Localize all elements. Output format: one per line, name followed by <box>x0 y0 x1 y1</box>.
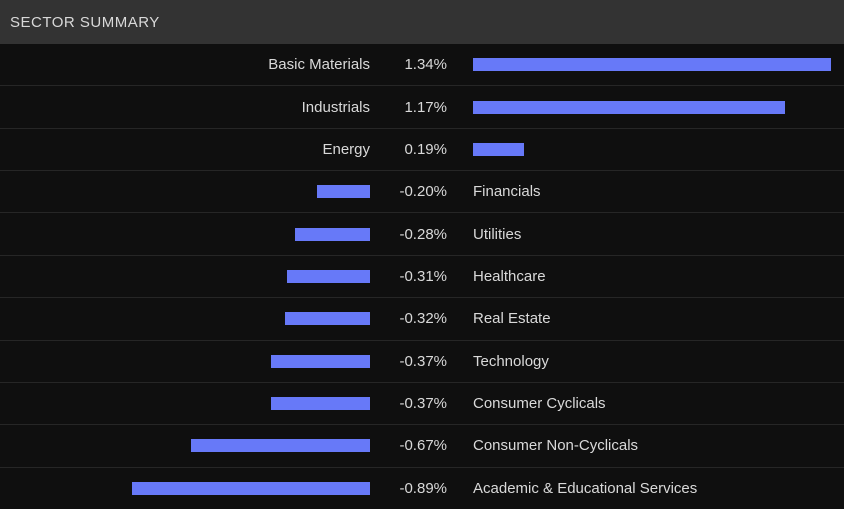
sector-change-value: -0.28% <box>399 225 447 243</box>
row-right-zone: Real Estate <box>473 310 844 327</box>
sector-label: Academic & Educational Services <box>473 479 698 497</box>
sector-label: Financials <box>473 183 541 201</box>
positive-change-bar <box>473 142 524 156</box>
sector-label: Basic Materials <box>268 56 370 74</box>
row-left-zone <box>0 269 370 283</box>
sector-change-value: 1.17% <box>404 98 447 116</box>
sector-row[interactable]: -0.20% Financials <box>0 170 844 213</box>
row-left-zone <box>0 481 370 495</box>
sector-row[interactable]: -0.32% Real Estate <box>0 297 844 340</box>
sector-label: Healthcare <box>473 267 546 285</box>
sector-row[interactable]: -0.67% Consumer Non-Cyclicals <box>0 424 844 467</box>
sector-row[interactable]: -0.37% Technology <box>0 339 844 382</box>
row-right-zone: Financials <box>473 183 844 200</box>
negative-change-bar <box>295 227 370 241</box>
row-left-zone: Industrials <box>0 99 370 116</box>
sector-label: Utilities <box>473 225 522 243</box>
row-right-zone: Consumer Non-Cyclicals <box>473 437 844 454</box>
sector-change-value: -0.89% <box>399 479 447 497</box>
sector-row[interactable]: -0.28% Utilities <box>0 212 844 255</box>
sector-label: Energy <box>322 140 370 158</box>
negative-change-bar <box>317 185 370 199</box>
sector-label: Consumer Cyclicals <box>473 395 606 413</box>
sector-label: Industrials <box>301 98 370 116</box>
row-left-zone <box>0 354 370 368</box>
sector-change-value: -0.67% <box>399 437 447 455</box>
negative-change-bar <box>132 481 370 495</box>
row-left-zone: Energy <box>0 141 370 158</box>
row-left-zone <box>0 397 370 411</box>
sector-row[interactable]: -0.37% Consumer Cyclicals <box>0 381 844 425</box>
sector-row[interactable]: Basic Materials 1.34% <box>0 44 844 86</box>
row-right-zone <box>473 100 844 114</box>
sector-label: Technology <box>473 352 549 370</box>
row-right-zone <box>473 142 844 156</box>
row-left-zone <box>0 312 370 326</box>
row-right-zone: Utilities <box>473 226 844 243</box>
negative-change-bar <box>271 397 370 411</box>
negative-change-bar <box>191 439 370 453</box>
sector-rows: Basic Materials 1.34% Industrials 1.17% Ener… <box>0 44 844 509</box>
row-right-zone: Healthcare <box>473 268 844 285</box>
sector-row[interactable]: Energy 0.19% <box>0 127 844 171</box>
row-right-zone: Academic & Educational Services <box>473 480 844 497</box>
row-left-zone <box>0 185 370 199</box>
negative-change-bar <box>287 269 370 283</box>
sector-change-value: -0.31% <box>399 267 447 285</box>
sector-change-value: 0.19% <box>404 140 447 158</box>
row-right-zone <box>473 58 844 72</box>
row-left-zone: Basic Materials <box>0 56 370 73</box>
sector-row[interactable]: -0.89% Academic & Educational Services <box>0 466 844 509</box>
widget-title: SECTOR SUMMARY <box>10 13 160 31</box>
positive-change-bar <box>473 58 831 72</box>
sector-change-value: -0.37% <box>399 395 447 413</box>
sector-change-value: -0.20% <box>399 183 447 201</box>
sector-label: Consumer Non-Cyclicals <box>473 437 639 455</box>
negative-change-bar <box>271 354 370 368</box>
sector-row[interactable]: Industrials 1.17% <box>0 85 844 128</box>
sector-label: Real Estate <box>473 310 551 328</box>
sector-change-value: 1.34% <box>404 56 447 74</box>
row-right-zone: Technology <box>473 353 844 370</box>
widget-header: SECTOR SUMMARY <box>0 0 844 44</box>
sector-change-value: -0.32% <box>399 310 447 328</box>
negative-change-bar <box>285 312 370 326</box>
row-right-zone: Consumer Cyclicals <box>473 395 844 412</box>
sector-change-value: -0.37% <box>399 352 447 370</box>
sector-row[interactable]: -0.31% Healthcare <box>0 254 844 298</box>
positive-change-bar <box>473 100 785 114</box>
row-left-zone <box>0 227 370 241</box>
row-left-zone <box>0 439 370 453</box>
